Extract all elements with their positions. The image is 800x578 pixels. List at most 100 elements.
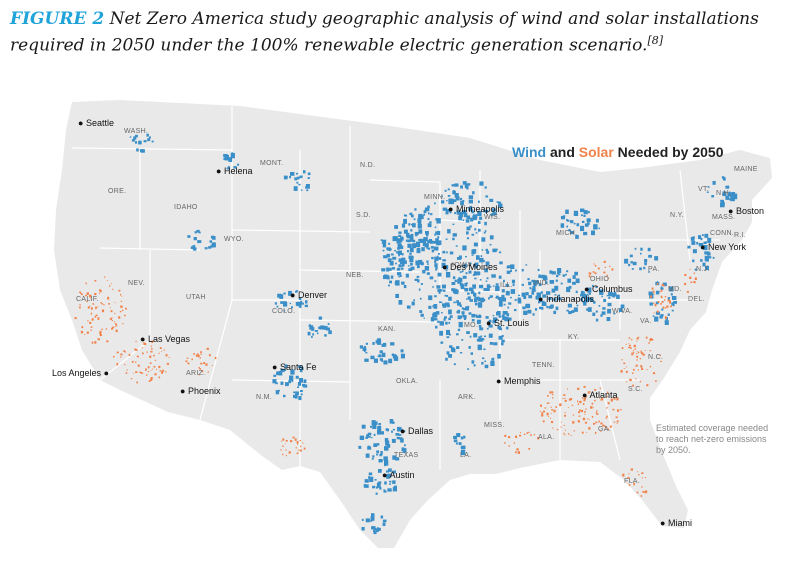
city-label-text: Denver xyxy=(297,290,327,300)
wind-patch xyxy=(580,225,585,232)
solar-patch xyxy=(551,391,554,394)
solar-patch xyxy=(664,299,666,301)
wind-patch xyxy=(467,368,470,370)
wind-patch xyxy=(275,390,280,395)
wind-patch xyxy=(423,213,426,216)
solar-patch xyxy=(632,510,634,512)
solar-patch xyxy=(619,493,621,495)
solar-patch xyxy=(529,448,531,450)
solar-patch xyxy=(606,395,608,398)
wind-patch xyxy=(672,303,675,307)
wind-patch xyxy=(484,268,488,273)
wind-patch xyxy=(475,232,478,234)
wind-patch xyxy=(455,442,459,445)
wind-patch xyxy=(662,282,667,287)
solar-patch xyxy=(94,316,97,318)
solar-patch xyxy=(594,264,597,267)
wind-patch xyxy=(614,291,616,294)
wind-patch xyxy=(224,154,229,161)
solar-patch xyxy=(620,370,623,373)
solar-patch xyxy=(528,431,530,434)
solar-patch xyxy=(628,379,630,381)
wind-patch xyxy=(453,301,456,304)
wind-patch xyxy=(407,243,412,248)
wind-patch xyxy=(391,267,395,270)
solar-patch xyxy=(669,301,671,304)
wind-patch xyxy=(624,258,629,264)
state-label-il: ILL. xyxy=(500,282,513,289)
wind-patch xyxy=(590,298,594,302)
solar-patch xyxy=(633,368,635,371)
wind-patch xyxy=(454,212,456,215)
solar-patch xyxy=(664,307,667,309)
solar-patch xyxy=(616,397,619,401)
wind-patch xyxy=(389,280,392,284)
wind-patch xyxy=(483,210,485,213)
wind-patch xyxy=(703,241,707,244)
wind-patch xyxy=(483,288,488,292)
wind-patch xyxy=(458,255,462,260)
wind-patch xyxy=(502,311,508,315)
wind-patch xyxy=(592,312,596,316)
wind-patch xyxy=(428,305,432,309)
solar-patch xyxy=(621,347,624,350)
wind-patch xyxy=(297,381,301,386)
solar-patch xyxy=(159,347,162,349)
state-label-md: MD. xyxy=(668,286,682,293)
solar-patch xyxy=(136,381,138,384)
wind-patch xyxy=(391,430,393,433)
wind-patch xyxy=(501,335,504,337)
wind-patch xyxy=(439,330,443,336)
solar-patch xyxy=(150,377,153,380)
solar-patch xyxy=(530,434,532,436)
solar-patch xyxy=(166,362,169,365)
wind-patch xyxy=(464,212,468,217)
solar-patch xyxy=(598,420,600,423)
solar-patch xyxy=(508,445,510,447)
wind-patch xyxy=(492,315,495,317)
wind-patch xyxy=(486,250,490,254)
wind-patch xyxy=(692,259,695,263)
solar-patch xyxy=(154,359,157,361)
solar-patch xyxy=(649,350,652,352)
city-label-text: Memphis xyxy=(503,376,541,386)
solar-patch xyxy=(644,477,647,479)
wind-patch xyxy=(725,195,730,200)
solar-patch xyxy=(601,397,604,401)
solar-patch xyxy=(193,353,195,355)
solar-patch xyxy=(594,272,597,275)
wind-patch xyxy=(450,347,455,352)
solar-patch xyxy=(89,305,91,307)
city-label-text: Atlanta xyxy=(589,390,618,400)
solar-patch xyxy=(660,289,663,292)
city-dot: ● xyxy=(78,118,84,128)
solar-patch xyxy=(612,408,615,411)
wind-patch xyxy=(376,338,381,342)
wind-patch xyxy=(293,186,298,191)
wind-patch xyxy=(370,437,373,439)
state-label-ct: CONN. xyxy=(710,230,735,237)
city-label-text: New York xyxy=(707,242,746,252)
wind-patch xyxy=(410,262,413,266)
wind-patch xyxy=(458,442,462,446)
wind-patch xyxy=(512,283,515,287)
wind-patch xyxy=(478,336,481,339)
wind-patch xyxy=(654,316,659,322)
solar-patch xyxy=(196,355,198,357)
wind-patch xyxy=(407,235,411,239)
figure-caption: FIGURE 2 Net Zero America study geograph… xyxy=(10,8,790,57)
wind-patch xyxy=(464,183,469,188)
wind-patch xyxy=(398,258,403,263)
wind-patch xyxy=(449,315,453,318)
wind-patch xyxy=(285,382,289,387)
solar-patch xyxy=(607,402,610,405)
city-label-text: Columbus xyxy=(591,284,633,294)
solar-patch xyxy=(214,356,217,360)
wind-patch xyxy=(452,237,455,241)
solar-patch xyxy=(123,315,126,317)
wind-patch xyxy=(386,247,391,251)
solar-patch xyxy=(115,329,118,333)
wind-patch xyxy=(444,189,447,192)
wind-patch xyxy=(654,256,659,261)
wind-patch xyxy=(484,221,487,226)
